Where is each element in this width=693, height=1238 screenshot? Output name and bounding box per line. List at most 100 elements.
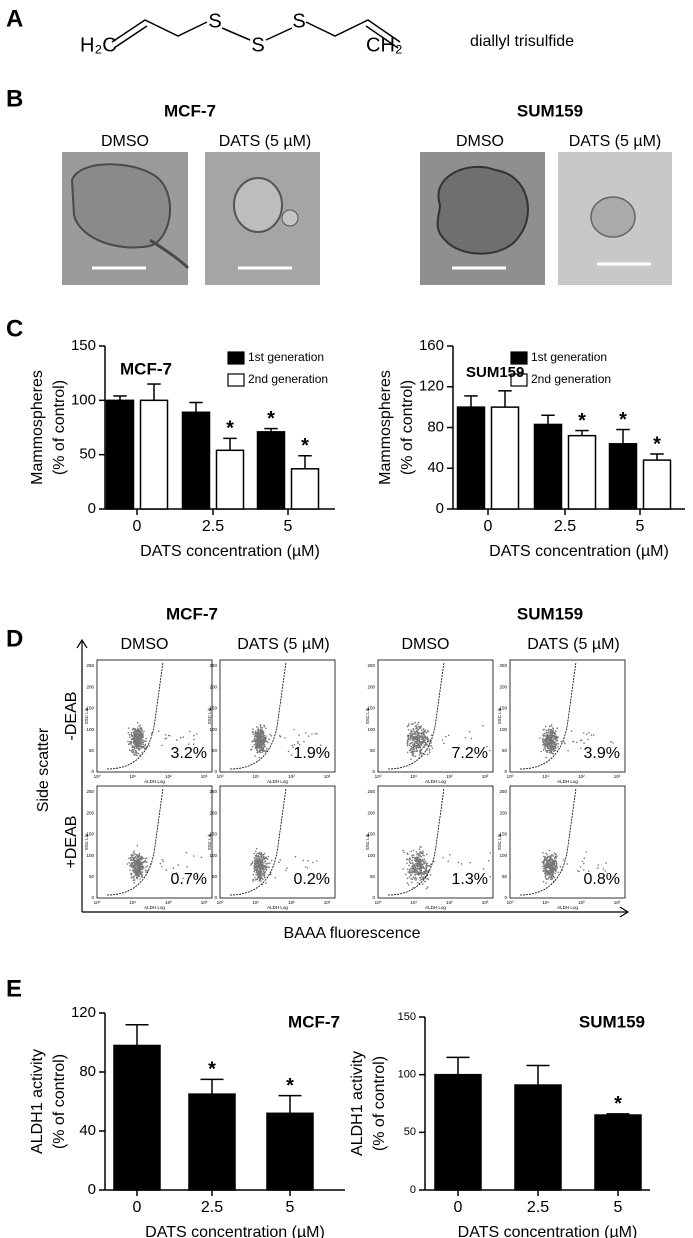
gate-curve [387,661,445,770]
plot-y-tick: 50 [89,874,95,879]
event-dot [134,871,137,874]
event-dot [426,753,429,756]
event-dot [133,877,135,880]
y-tick-label: 120 [419,378,444,395]
event-dot [550,747,553,750]
event-dot [267,858,269,860]
event-dot [258,858,260,860]
event-dot [545,869,547,871]
event-dot [188,730,191,733]
event-dot [408,744,411,747]
event-dot [554,747,556,750]
gate-percentage: 3.2% [171,745,207,762]
event-dot [161,858,164,861]
event-dot [547,730,550,732]
event-dot [416,738,418,741]
event-dot [445,735,447,738]
event-dot [138,746,140,748]
event-dot [422,731,424,734]
event-dot [550,724,553,726]
event-dot [426,865,429,867]
event-dot [131,869,134,872]
event-dot [424,871,426,873]
event-dot [141,734,143,737]
event-dot [570,730,573,732]
x-axis-title: DATS concentration (µM) [458,1224,638,1238]
event-dot [414,859,416,862]
event-dot [409,739,411,741]
event-dot [421,742,424,745]
event-dot [546,736,549,739]
event-dot [139,867,142,870]
event-dot [543,743,546,745]
event-dot [138,852,141,855]
event-dot [143,740,146,742]
event-dot [176,739,178,741]
event-dot [198,878,201,881]
event-dot [416,742,418,744]
event-dot [145,871,147,873]
event-dot [418,848,421,850]
event-dot [548,737,550,740]
event-dot [137,860,139,863]
event-dot [413,878,416,880]
event-dot [138,858,141,860]
event-dot [274,877,277,879]
event-dot [424,742,427,745]
event-dot [553,745,556,748]
event-dot [132,741,135,743]
event-dot [416,867,419,869]
event-dot [315,860,318,862]
plot-x-tick: 10¹ [542,774,549,779]
y-axis-title: Mammospheres [377,370,394,485]
event-dot [258,874,261,877]
x-axis-title: DATS concentration (µM) [140,543,320,560]
event-dot [161,744,163,747]
event-dot [541,865,544,868]
event-dot [132,879,135,882]
event-dot [256,740,259,743]
event-dot [425,866,428,869]
event-dot [133,738,135,741]
event-dot [134,729,136,731]
event-dot [293,728,295,731]
event-dot [297,742,299,744]
event-dot [259,878,261,880]
event-dot [262,736,264,738]
event-dot [264,860,267,862]
y-tick-label: 150 [398,1011,416,1023]
event-dot [544,725,547,728]
event-dot [140,738,142,740]
event-dot [126,863,129,865]
event-dot [412,723,414,725]
event-dot [296,741,299,743]
event-dot [255,859,257,861]
event-dot [413,748,416,750]
event-dot [425,731,428,734]
event-dot [546,874,548,876]
plot-y-tick: 50 [89,748,95,753]
event-dot [604,870,607,872]
event-dot [142,743,144,746]
event-dot [546,866,548,868]
event-dot [415,877,418,880]
event-dot [261,751,263,754]
event-dot [426,737,429,740]
plot-y-label: SSC Lin [497,833,502,850]
event-dot [258,744,260,747]
event-dot [416,856,418,858]
plot-y-tick: 100 [86,853,94,858]
event-dot [548,725,551,728]
panel-label: A [6,5,23,32]
y-axis-title: Mammospheres [29,370,46,485]
event-dot [544,740,546,743]
event-dot [128,733,131,736]
event-dot [139,743,142,745]
event-dot [144,859,146,862]
event-dot [547,735,549,737]
event-dot [260,731,263,734]
event-dot [545,751,548,753]
event-dot [430,863,432,865]
event-dot [139,873,141,876]
event-dot [254,746,257,749]
